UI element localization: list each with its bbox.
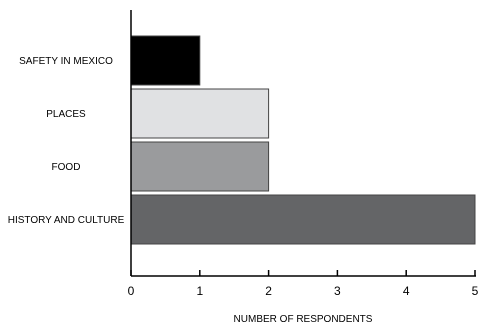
x-axis-title: NUMBER OF RESPONDENTS [234, 314, 373, 325]
bar-history-and-culture [130, 194, 476, 245]
x-tick-label-1: 1 [196, 284, 203, 298]
x-tick-label-4: 4 [403, 284, 410, 298]
bars-group [130, 35, 476, 245]
x-ticks-group: 0 1 2 3 4 5 [128, 270, 479, 298]
bar-safety-in-mexico [130, 35, 201, 86]
bar-food [130, 141, 270, 192]
category-label-history-and-culture: HISTORY AND CULTURE [8, 215, 125, 226]
x-tick-label-2: 2 [265, 284, 272, 298]
x-tick-label-0: 0 [128, 284, 135, 298]
x-tick-label-5: 5 [472, 284, 479, 298]
category-labels-group: SAFETY IN MEXICO PLACES FOOD HISTORY AND CU… [8, 56, 125, 226]
bar-places [130, 88, 270, 139]
category-label-safety-in-mexico: SAFETY IN MEXICO [19, 56, 113, 67]
x-tick-label-3: 3 [334, 284, 341, 298]
category-label-places: PLACES [46, 109, 86, 120]
category-label-food: FOOD [52, 162, 81, 173]
